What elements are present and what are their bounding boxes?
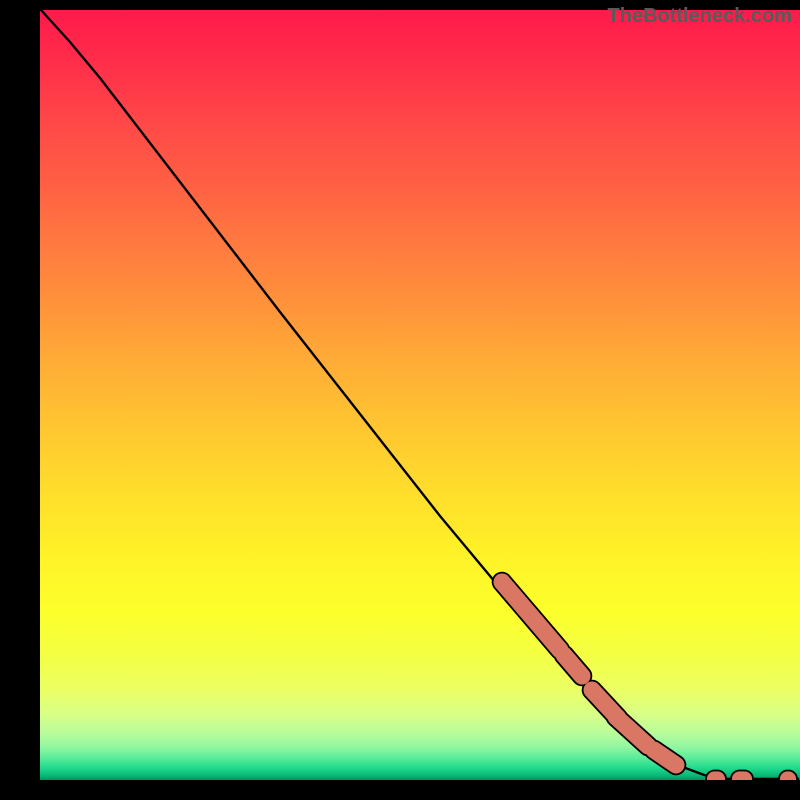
bottleneck-chart: TheBottleneck.com	[0, 0, 800, 800]
attribution-text: TheBottleneck.com	[608, 5, 792, 27]
frame-left	[0, 0, 40, 800]
frame-bottom	[0, 780, 800, 800]
plot-area	[40, 10, 800, 780]
